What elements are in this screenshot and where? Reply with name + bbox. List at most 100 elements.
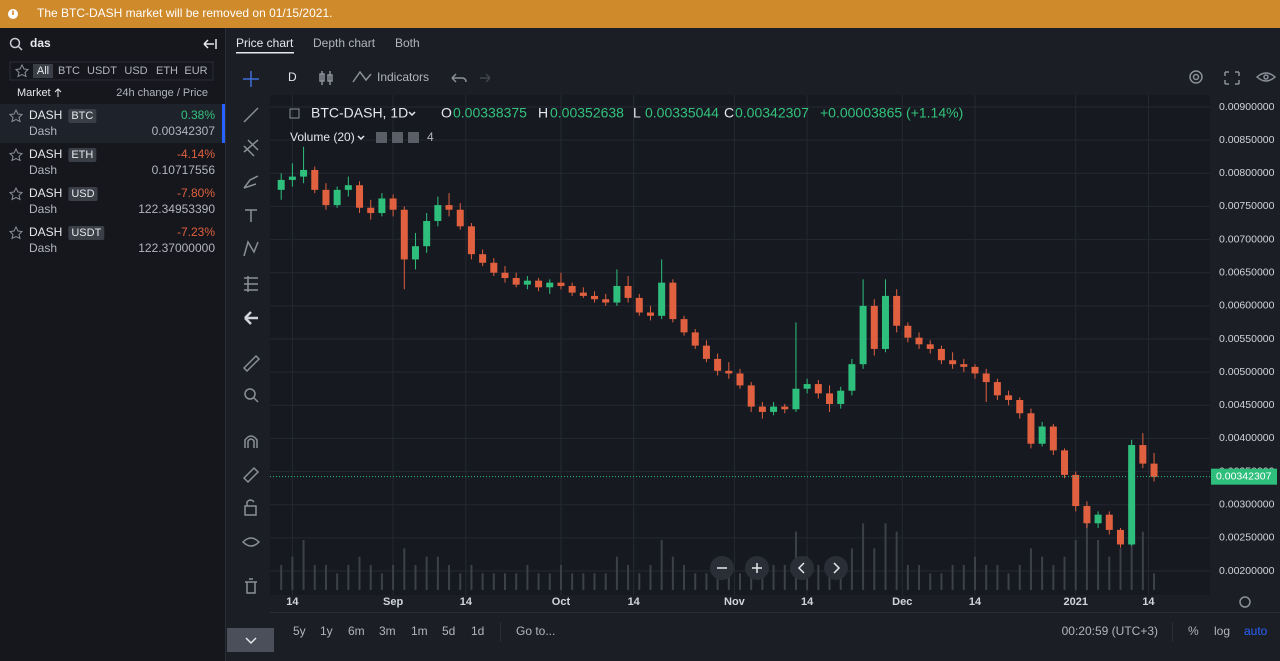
volume-bar bbox=[436, 556, 439, 590]
visibility-button[interactable] bbox=[1255, 72, 1277, 82]
volume-bar bbox=[403, 548, 406, 590]
symbol-dropdown[interactable] bbox=[408, 111, 416, 117]
y-tick-label: 0.00800000 bbox=[1219, 167, 1275, 179]
measure-tool[interactable] bbox=[242, 354, 261, 373]
chart-style-icon bbox=[327, 74, 333, 82]
candle-body bbox=[904, 325, 912, 338]
range-button[interactable]: 1m bbox=[411, 624, 428, 638]
lock-tool[interactable] bbox=[244, 505, 257, 516]
range-button[interactable]: 1y bbox=[320, 624, 333, 638]
scroll-left[interactable] bbox=[790, 556, 814, 580]
favorite-star[interactable] bbox=[8, 186, 24, 201]
fib-tool[interactable] bbox=[243, 139, 259, 157]
favorite-star[interactable] bbox=[8, 225, 24, 240]
indicators-button[interactable]: Indicators bbox=[377, 70, 429, 84]
fullscreen-button[interactable] bbox=[1224, 71, 1240, 85]
candle-body bbox=[1061, 450, 1069, 475]
collapse-legend[interactable] bbox=[289, 108, 300, 119]
axis-settings[interactable] bbox=[1239, 596, 1251, 608]
volume-bar bbox=[582, 573, 585, 590]
candle-body bbox=[389, 198, 397, 210]
volume-bar bbox=[559, 565, 562, 590]
scroll-right[interactable] bbox=[824, 556, 848, 580]
market-quote: USD bbox=[71, 188, 94, 200]
volume-settings[interactable] bbox=[392, 132, 403, 143]
volume-bar bbox=[906, 565, 909, 590]
search-input[interactable]: das bbox=[30, 36, 51, 50]
trendline-tool[interactable] bbox=[243, 107, 259, 123]
range-button[interactable]: 3m bbox=[379, 624, 396, 638]
filter[interactable]: ETH bbox=[156, 65, 178, 77]
magnet-tool[interactable] bbox=[244, 435, 258, 448]
warning-icon-mark bbox=[12, 10, 14, 15]
candle-body bbox=[881, 295, 889, 349]
favorite-star[interactable] bbox=[8, 108, 24, 123]
tab[interactable]: Depth chart bbox=[313, 36, 376, 50]
filter[interactable]: USDT bbox=[87, 65, 117, 77]
market-symbol[interactable]: DASH bbox=[29, 147, 62, 161]
remove-tool[interactable] bbox=[245, 578, 257, 594]
volume-bar bbox=[571, 573, 574, 590]
filter[interactable]: EUR bbox=[184, 65, 207, 77]
back-tool[interactable] bbox=[244, 311, 258, 325]
percent-toggle[interactable]: % bbox=[1188, 624, 1199, 638]
brush-tool[interactable] bbox=[243, 175, 259, 189]
volume-label[interactable]: Volume (20) bbox=[290, 130, 355, 144]
market-name: Dash bbox=[29, 202, 57, 216]
indicators-icon[interactable] bbox=[352, 70, 372, 83]
log-toggle[interactable]: log bbox=[1214, 624, 1230, 638]
market-header[interactable]: Market bbox=[17, 87, 51, 99]
symbol-label[interactable]: BTC-DASH, 1D bbox=[311, 105, 408, 121]
range-button[interactable]: 1d bbox=[471, 624, 484, 638]
collapse-button[interactable] bbox=[203, 39, 217, 49]
tab[interactable]: Both bbox=[395, 36, 420, 50]
candle-body bbox=[926, 344, 934, 349]
filter[interactable]: USD bbox=[124, 65, 147, 77]
favorite-star[interactable] bbox=[8, 147, 24, 162]
crosshair-tool[interactable] bbox=[243, 71, 259, 87]
text-tool[interactable] bbox=[245, 209, 257, 222]
undo-button[interactable] bbox=[451, 73, 467, 83]
volume-bar bbox=[593, 573, 596, 590]
market-symbol[interactable]: DASH bbox=[29, 108, 62, 122]
goto-button[interactable]: Go to... bbox=[516, 624, 555, 638]
market-symbol[interactable]: DASH bbox=[29, 186, 62, 200]
close-label: C bbox=[724, 105, 734, 121]
candle-body bbox=[747, 385, 755, 407]
tab[interactable]: Price chart bbox=[236, 36, 294, 50]
volume-bar bbox=[470, 565, 473, 590]
volume-bar bbox=[369, 565, 372, 590]
volume-visibility[interactable] bbox=[376, 132, 387, 143]
pattern-tool[interactable] bbox=[243, 240, 259, 257]
volume-remove[interactable] bbox=[408, 132, 419, 143]
market-change: -7.23% bbox=[177, 225, 215, 239]
redo-button[interactable] bbox=[480, 73, 491, 83]
candle-body bbox=[949, 360, 957, 365]
volume-dropdown[interactable] bbox=[357, 135, 365, 141]
high-value: 0.00352638 bbox=[550, 105, 624, 121]
settings-button[interactable] bbox=[1189, 70, 1203, 84]
market-symbol[interactable]: DASH bbox=[29, 225, 62, 239]
y-tick-label: 0.00400000 bbox=[1219, 432, 1275, 444]
drawing-tools bbox=[227, 71, 274, 652]
interval[interactable]: D bbox=[288, 70, 297, 84]
favorites-filter[interactable] bbox=[14, 63, 30, 78]
drawing-mode-tool[interactable] bbox=[242, 466, 260, 484]
filter[interactable]: BTC bbox=[58, 65, 80, 77]
market-quote: USDT bbox=[71, 227, 101, 239]
range-button[interactable]: 6m bbox=[348, 624, 365, 638]
range-button[interactable]: 5d bbox=[442, 624, 455, 638]
collapse-tools[interactable] bbox=[227, 628, 274, 652]
candle-body bbox=[523, 280, 531, 285]
auto-toggle[interactable]: auto bbox=[1244, 624, 1268, 638]
prediction-tool[interactable] bbox=[244, 276, 258, 292]
hide-tool[interactable] bbox=[241, 537, 261, 547]
filter[interactable]: All bbox=[37, 65, 49, 77]
zoom-tool[interactable] bbox=[244, 388, 256, 400]
change-price-header[interactable]: 24h change / Price bbox=[116, 87, 208, 99]
range-button[interactable]: 5y bbox=[293, 624, 306, 638]
candle-body bbox=[814, 384, 822, 394]
y-tick-label: 0.00450000 bbox=[1219, 399, 1275, 411]
volume-count: 4 bbox=[427, 130, 434, 144]
